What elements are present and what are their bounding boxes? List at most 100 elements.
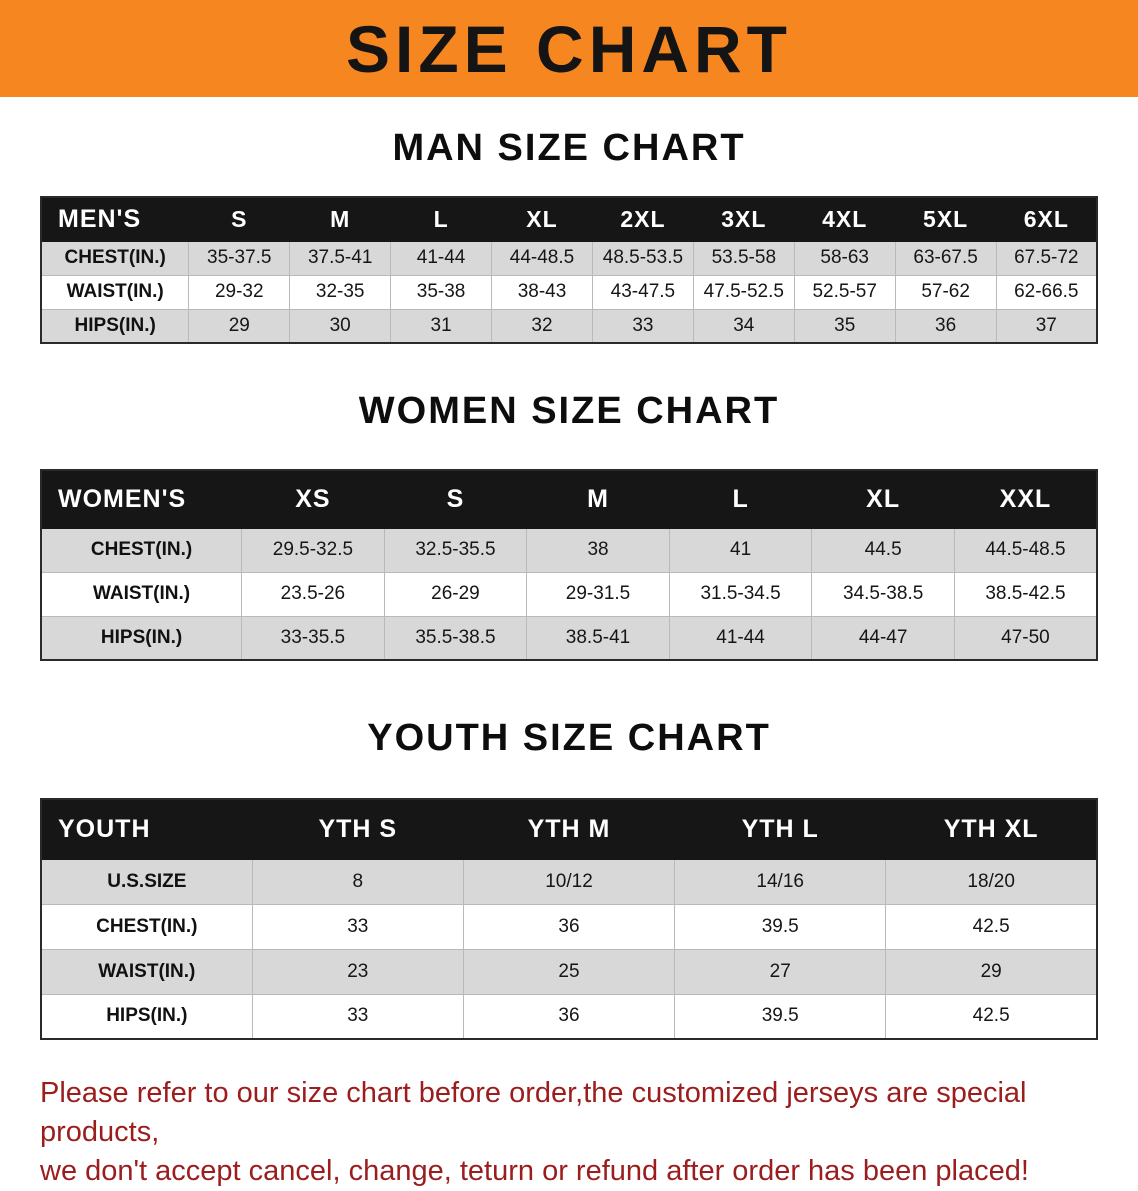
table-header-row: YOUTH YTH S YTH M YTH L YTH XL bbox=[40, 798, 1098, 860]
size-header-cell: YTH L bbox=[674, 798, 887, 860]
value-cell: 18/20 bbox=[885, 858, 1098, 905]
size-header-cell: M bbox=[289, 196, 392, 242]
size-header-cell: 5XL bbox=[894, 196, 997, 242]
value-cell: 44.5-48.5 bbox=[953, 527, 1098, 573]
value-cell: 44-48.5 bbox=[491, 240, 593, 276]
note-line-1: Please refer to our size chart before or… bbox=[40, 1077, 1027, 1149]
value-cell: 52.5-57 bbox=[793, 274, 896, 310]
value-cell: 29-32 bbox=[188, 274, 291, 310]
value-cell: 32 bbox=[491, 308, 593, 344]
value-cell: 33 bbox=[591, 308, 694, 344]
size-header-cell: XL bbox=[811, 469, 955, 529]
row-label-cell: CHEST(IN.) bbox=[40, 527, 243, 573]
value-cell: 41 bbox=[668, 527, 813, 573]
size-header-cell: XXL bbox=[953, 469, 1098, 529]
women-section-heading: WOMEN SIZE CHART bbox=[358, 390, 780, 432]
youth-size-section: YOUTH SIZE CHART YOUTH YTH S YTH M YTH L YTH… bbox=[0, 717, 1138, 1040]
value-cell: 34.5-38.5 bbox=[811, 571, 955, 617]
women-size-table: WOMEN'S XS S M L XL XXL CHEST(IN.) 29.5-32.5 32.5… bbox=[40, 469, 1098, 661]
value-cell: 32-35 bbox=[289, 274, 392, 310]
table-row: HIPS(IN.) 29 30 31 32 33 34 35 36 37 bbox=[40, 308, 1098, 344]
value-cell: 29 bbox=[885, 948, 1098, 995]
table-header-row: MEN'S S M L XL 2XL 3XL 4XL 5XL 6XL bbox=[40, 196, 1098, 242]
value-cell: 35-37.5 bbox=[188, 240, 291, 276]
value-cell: 36 bbox=[894, 308, 997, 344]
table-row: CHEST(IN.) 33 36 39.5 42.5 bbox=[40, 903, 1098, 950]
value-cell: 39.5 bbox=[674, 903, 887, 950]
women-size-section: WOMEN SIZE CHART WOMEN'S XS S M L XL XXL CHEST(… bbox=[0, 390, 1138, 661]
value-cell: 35.5-38.5 bbox=[383, 615, 528, 661]
size-header-cell: XL bbox=[491, 196, 593, 242]
value-cell: 29-31.5 bbox=[526, 571, 670, 617]
row-label-cell: CHEST(IN.) bbox=[40, 903, 253, 950]
value-cell: 30 bbox=[289, 308, 392, 344]
size-header-cell: M bbox=[526, 469, 670, 529]
table-row: HIPS(IN.) 33 36 39.5 42.5 bbox=[40, 993, 1098, 1040]
value-cell: 35 bbox=[793, 308, 896, 344]
size-header-cell: L bbox=[668, 469, 813, 529]
value-cell: 38.5-41 bbox=[526, 615, 670, 661]
size-header-cell: YTH M bbox=[462, 798, 676, 860]
row-label-cell: WAIST(IN.) bbox=[40, 274, 190, 310]
row-label-cell: HIPS(IN.) bbox=[40, 308, 190, 344]
value-cell: 29.5-32.5 bbox=[241, 527, 385, 573]
table-row: WAIST(IN.) 23.5-26 26-29 29-31.5 31.5-34.5 34… bbox=[40, 571, 1098, 617]
value-cell: 41-44 bbox=[390, 240, 493, 276]
size-header-cell: 3XL bbox=[692, 196, 795, 242]
row-label-cell: U.S.SIZE bbox=[40, 858, 253, 905]
value-cell: 29 bbox=[188, 308, 291, 344]
value-cell: 33 bbox=[251, 903, 464, 950]
value-cell: 10/12 bbox=[462, 858, 676, 905]
table-row: HIPS(IN.) 33-35.5 35.5-38.5 38.5-41 41-44 44-… bbox=[40, 615, 1098, 661]
size-header-cell: L bbox=[390, 196, 493, 242]
value-cell: 58-63 bbox=[793, 240, 896, 276]
value-cell: 42.5 bbox=[885, 903, 1098, 950]
table-title-cell: WOMEN'S bbox=[40, 469, 243, 529]
size-header-cell: S bbox=[383, 469, 528, 529]
size-header-cell: 2XL bbox=[591, 196, 694, 242]
value-cell: 31.5-34.5 bbox=[668, 571, 813, 617]
row-label-cell: CHEST(IN.) bbox=[40, 240, 190, 276]
value-cell: 33 bbox=[251, 993, 464, 1040]
table-title-cell: YOUTH bbox=[40, 798, 253, 860]
value-cell: 47-50 bbox=[953, 615, 1098, 661]
size-header-cell: 4XL bbox=[793, 196, 896, 242]
value-cell: 43-47.5 bbox=[591, 274, 694, 310]
value-cell: 47.5-52.5 bbox=[692, 274, 795, 310]
youth-section-heading: YOUTH SIZE CHART bbox=[367, 717, 771, 759]
row-label-cell: WAIST(IN.) bbox=[40, 571, 243, 617]
table-row: WAIST(IN.) 23 25 27 29 bbox=[40, 948, 1098, 995]
size-header-cell: S bbox=[188, 196, 291, 242]
value-cell: 42.5 bbox=[885, 993, 1098, 1040]
value-cell: 38.5-42.5 bbox=[953, 571, 1098, 617]
value-cell: 23 bbox=[251, 948, 464, 995]
value-cell: 33-35.5 bbox=[241, 615, 385, 661]
value-cell: 25 bbox=[462, 948, 676, 995]
value-cell: 31 bbox=[390, 308, 493, 344]
table-row: U.S.SIZE 8 10/12 14/16 18/20 bbox=[40, 858, 1098, 905]
value-cell: 23.5-26 bbox=[241, 571, 385, 617]
page-title: SIZE CHART bbox=[346, 11, 792, 86]
youth-size-table: YOUTH YTH S YTH M YTH L YTH XL U.S.SIZE 8 10/12… bbox=[40, 798, 1098, 1040]
table-title-cell: MEN'S bbox=[40, 196, 190, 242]
value-cell: 62-66.5 bbox=[995, 274, 1098, 310]
banner: SIZE CHART bbox=[0, 0, 1138, 97]
size-header-cell: YTH S bbox=[251, 798, 464, 860]
table-header-row: WOMEN'S XS S M L XL XXL bbox=[40, 469, 1098, 529]
table-row: CHEST(IN.) 35-37.5 37.5-41 41-44 44-48.5 48.5… bbox=[40, 240, 1098, 276]
value-cell: 38 bbox=[526, 527, 670, 573]
value-cell: 36 bbox=[462, 903, 676, 950]
men-size-table: MEN'S S M L XL 2XL 3XL 4XL 5XL 6XL CHEST(IN.) 35-37… bbox=[40, 196, 1098, 344]
value-cell: 37.5-41 bbox=[289, 240, 392, 276]
table-row: WAIST(IN.) 29-32 32-35 35-38 38-43 43-47.5 47.… bbox=[40, 274, 1098, 310]
value-cell: 67.5-72 bbox=[995, 240, 1098, 276]
note-line-2: we don't accept cancel, change, teturn o… bbox=[40, 1155, 1029, 1188]
row-label-cell: WAIST(IN.) bbox=[40, 948, 253, 995]
order-policy-note: Please refer to our size chart before or… bbox=[40, 1074, 1138, 1191]
men-section-heading: MAN SIZE CHART bbox=[392, 127, 746, 169]
value-cell: 44.5 bbox=[811, 527, 955, 573]
value-cell: 27 bbox=[674, 948, 887, 995]
value-cell: 63-67.5 bbox=[894, 240, 997, 276]
value-cell: 48.5-53.5 bbox=[591, 240, 694, 276]
value-cell: 26-29 bbox=[383, 571, 528, 617]
